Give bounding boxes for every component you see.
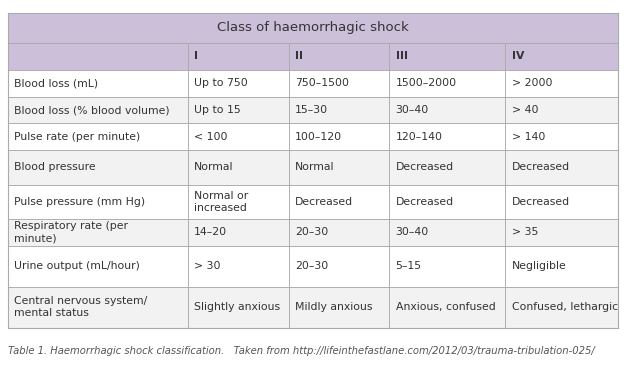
Text: 30–40: 30–40 [396, 105, 429, 115]
Text: > 30: > 30 [194, 261, 220, 271]
Text: Central nervous system/
mental status: Central nervous system/ mental status [14, 296, 147, 318]
Text: Decreased: Decreased [295, 197, 353, 207]
FancyBboxPatch shape [188, 246, 289, 287]
FancyBboxPatch shape [505, 123, 618, 150]
Text: Pulse pressure (mm Hg): Pulse pressure (mm Hg) [14, 197, 145, 207]
Text: Urine output (mL/hour): Urine output (mL/hour) [14, 261, 140, 271]
Text: 15–30: 15–30 [295, 105, 328, 115]
Text: Up to 750: Up to 750 [194, 78, 248, 88]
FancyBboxPatch shape [8, 123, 188, 150]
FancyBboxPatch shape [8, 13, 618, 43]
Text: Class of haemorrhagic shock: Class of haemorrhagic shock [217, 21, 409, 35]
FancyBboxPatch shape [389, 185, 505, 219]
Text: Decreased: Decreased [396, 162, 454, 173]
FancyBboxPatch shape [289, 70, 389, 97]
FancyBboxPatch shape [505, 43, 618, 70]
Text: Blood loss (mL): Blood loss (mL) [14, 78, 98, 88]
FancyBboxPatch shape [289, 219, 389, 246]
Text: > 35: > 35 [511, 227, 538, 237]
Text: Decreased: Decreased [511, 162, 570, 173]
FancyBboxPatch shape [188, 97, 289, 123]
FancyBboxPatch shape [188, 287, 289, 328]
FancyBboxPatch shape [188, 70, 289, 97]
FancyBboxPatch shape [289, 150, 389, 185]
FancyBboxPatch shape [505, 70, 618, 97]
Text: Blood loss (% blood volume): Blood loss (% blood volume) [14, 105, 170, 115]
Text: 5–15: 5–15 [396, 261, 422, 271]
Text: Anxious, confused: Anxious, confused [396, 302, 495, 312]
Text: 1500–2000: 1500–2000 [396, 78, 457, 88]
Text: > 140: > 140 [511, 132, 545, 142]
FancyBboxPatch shape [8, 150, 188, 185]
FancyBboxPatch shape [505, 97, 618, 123]
FancyBboxPatch shape [389, 97, 505, 123]
FancyBboxPatch shape [289, 185, 389, 219]
Text: > 2000: > 2000 [511, 78, 552, 88]
FancyBboxPatch shape [389, 287, 505, 328]
FancyBboxPatch shape [505, 219, 618, 246]
FancyBboxPatch shape [505, 246, 618, 287]
FancyBboxPatch shape [289, 287, 389, 328]
FancyBboxPatch shape [389, 246, 505, 287]
Text: I: I [194, 52, 198, 61]
Text: 30–40: 30–40 [396, 227, 429, 237]
Text: > 40: > 40 [511, 105, 538, 115]
Text: Normal: Normal [194, 162, 233, 173]
FancyBboxPatch shape [188, 219, 289, 246]
FancyBboxPatch shape [188, 150, 289, 185]
Text: 20–30: 20–30 [295, 227, 328, 237]
Text: Normal: Normal [295, 162, 334, 173]
Text: Blood pressure: Blood pressure [14, 162, 95, 173]
Text: Negligible: Negligible [511, 261, 567, 271]
FancyBboxPatch shape [505, 287, 618, 328]
Text: Mildly anxious: Mildly anxious [295, 302, 372, 312]
Text: Confused, lethargic: Confused, lethargic [511, 302, 618, 312]
FancyBboxPatch shape [389, 43, 505, 70]
Text: 120–140: 120–140 [396, 132, 443, 142]
FancyBboxPatch shape [8, 97, 188, 123]
Text: Decreased: Decreased [511, 197, 570, 207]
Text: 750–1500: 750–1500 [295, 78, 349, 88]
FancyBboxPatch shape [289, 97, 389, 123]
Text: 14–20: 14–20 [194, 227, 227, 237]
FancyBboxPatch shape [188, 123, 289, 150]
FancyBboxPatch shape [8, 43, 188, 70]
FancyBboxPatch shape [289, 246, 389, 287]
Text: < 100: < 100 [194, 132, 227, 142]
Text: IV: IV [511, 52, 524, 61]
FancyBboxPatch shape [389, 150, 505, 185]
FancyBboxPatch shape [8, 70, 188, 97]
Text: Decreased: Decreased [396, 197, 454, 207]
FancyBboxPatch shape [289, 43, 389, 70]
FancyBboxPatch shape [8, 219, 188, 246]
FancyBboxPatch shape [8, 287, 188, 328]
Text: 100–120: 100–120 [295, 132, 342, 142]
Text: II: II [295, 52, 303, 61]
FancyBboxPatch shape [289, 123, 389, 150]
FancyBboxPatch shape [389, 70, 505, 97]
FancyBboxPatch shape [188, 185, 289, 219]
Text: 20–30: 20–30 [295, 261, 328, 271]
FancyBboxPatch shape [8, 246, 188, 287]
Text: III: III [396, 52, 408, 61]
FancyBboxPatch shape [505, 185, 618, 219]
Text: Respiratory rate (per
minute): Respiratory rate (per minute) [14, 221, 128, 244]
FancyBboxPatch shape [8, 185, 188, 219]
Text: Up to 15: Up to 15 [194, 105, 241, 115]
FancyBboxPatch shape [188, 43, 289, 70]
FancyBboxPatch shape [505, 150, 618, 185]
Text: Slightly anxious: Slightly anxious [194, 302, 280, 312]
Text: Normal or
increased: Normal or increased [194, 191, 249, 213]
FancyBboxPatch shape [389, 123, 505, 150]
FancyBboxPatch shape [389, 219, 505, 246]
Text: Pulse rate (per minute): Pulse rate (per minute) [14, 132, 140, 142]
Text: Table 1. Haemorrhagic shock classification.   Taken from http://lifeinthefastlan: Table 1. Haemorrhagic shock classificati… [8, 346, 594, 356]
